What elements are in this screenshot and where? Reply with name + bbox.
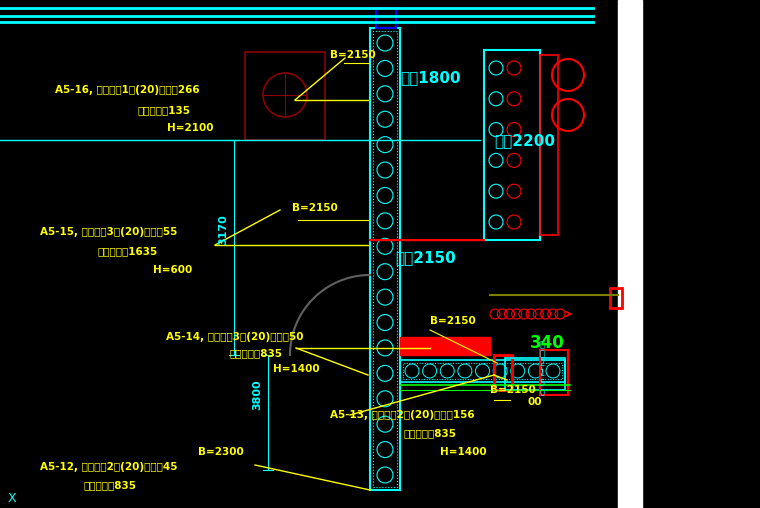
Text: B=2150: B=2150 — [292, 203, 337, 213]
Text: B=2150: B=2150 — [330, 50, 375, 60]
Bar — [618, 0, 642, 508]
Text: 板高1800: 板高1800 — [400, 70, 461, 85]
Text: 板顶到盒底135: 板顶到盒底135 — [138, 105, 191, 115]
Bar — [610, 288, 622, 308]
Text: 板高2150: 板高2150 — [395, 250, 456, 265]
Bar — [540, 350, 568, 395]
Bar — [484, 50, 540, 240]
Text: H=1400: H=1400 — [273, 364, 320, 374]
Text: A5-16, 上操作孔1支(20)管，凹266: A5-16, 上操作孔1支(20)管，凹266 — [55, 85, 200, 95]
Bar — [245, 52, 325, 140]
Text: H=2100: H=2100 — [167, 123, 214, 133]
Bar — [403, 363, 562, 379]
Bar — [376, 8, 396, 28]
Text: 板顶到盒底835: 板顶到盒底835 — [403, 428, 456, 438]
Bar — [370, 28, 400, 490]
Text: 3170: 3170 — [218, 214, 228, 245]
Text: 板顶到盒底835: 板顶到盒底835 — [230, 348, 283, 358]
Text: 板顶到盒底1635: 板顶到盒底1635 — [98, 246, 158, 256]
Text: A5-13, 下操作孔2支(20)管，凸156: A5-13, 下操作孔2支(20)管，凸156 — [330, 410, 475, 420]
Text: A5-12, 上操作孔2支(20)管，凸45: A5-12, 上操作孔2支(20)管，凸45 — [40, 462, 178, 472]
Text: 340: 340 — [530, 334, 565, 352]
Bar — [373, 31, 397, 487]
Text: 3800: 3800 — [252, 379, 262, 410]
Text: B=2150: B=2150 — [490, 385, 536, 395]
Text: 板顶到盒底835: 板顶到盒底835 — [84, 480, 137, 490]
Bar — [494, 355, 512, 390]
Bar — [400, 337, 490, 355]
Text: 00: 00 — [528, 397, 543, 407]
Bar — [540, 55, 558, 235]
Bar — [505, 358, 565, 390]
Text: A5-15, 下操作孔3支(20)管，凹55: A5-15, 下操作孔3支(20)管，凹55 — [40, 227, 177, 237]
Text: 板
高
2
1
5
0: 板 高 2 1 5 0 — [540, 340, 545, 397]
Text: H=600: H=600 — [153, 265, 192, 275]
Text: X: X — [8, 492, 17, 505]
Text: A5-14, 上操作孔3支(20)管，凸50: A5-14, 上操作孔3支(20)管，凸50 — [166, 332, 303, 342]
Text: B=2300: B=2300 — [198, 447, 244, 457]
Text: 板高2200: 板高2200 — [494, 133, 555, 148]
Bar — [400, 360, 565, 382]
Text: B=2150: B=2150 — [430, 316, 476, 326]
Text: H=1400: H=1400 — [440, 447, 486, 457]
